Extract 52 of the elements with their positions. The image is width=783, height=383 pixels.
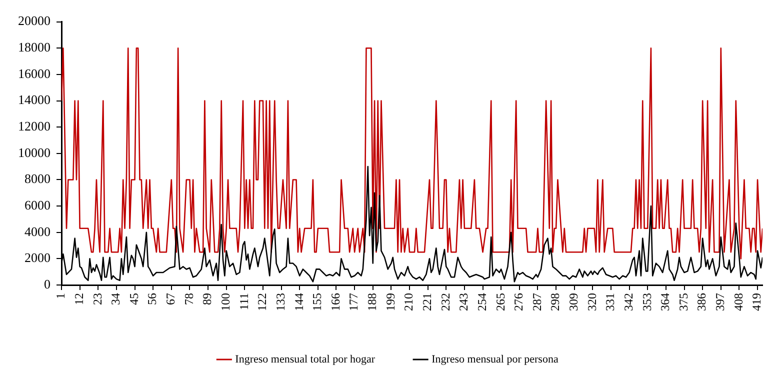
- x-tick-label: 23: [90, 293, 104, 305]
- y-tick-label: 0: [44, 276, 50, 292]
- x-tick-label: 45: [126, 293, 141, 305]
- x-tick-label: 100: [218, 293, 233, 311]
- x-tick-label: 408: [731, 293, 746, 311]
- x-tick-label: 342: [621, 293, 636, 311]
- x-tick-label: 364: [658, 293, 672, 311]
- x-tick-label: 155: [310, 293, 324, 311]
- x-tick-label: 331: [603, 293, 618, 311]
- x-tick-label: 375: [676, 293, 690, 311]
- x-tick-label: 199: [383, 293, 398, 311]
- legend-label: Ingreso mensual total por hogar: [235, 353, 376, 366]
- y-tick-label: 10000: [18, 144, 50, 160]
- y-tick-label: 6000: [24, 197, 50, 212]
- x-tick-label: 67: [164, 293, 178, 305]
- x-tick-label: 265: [493, 293, 508, 311]
- x-tick-label: 320: [584, 293, 599, 311]
- x-tick-label: 133: [273, 293, 288, 311]
- x-tick-label: 419: [750, 293, 764, 311]
- x-tick-label: 276: [512, 293, 526, 311]
- y-tick-label: 20000: [18, 13, 50, 28]
- x-tick-label: 254: [474, 293, 489, 311]
- x-tick-label: 188: [365, 293, 380, 311]
- x-tick-label: 353: [640, 293, 654, 311]
- y-tick-label: 12000: [18, 118, 50, 134]
- x-tick-label: 243: [456, 293, 471, 311]
- y-tick-label: 16000: [18, 66, 50, 81]
- x-tick-label: 210: [402, 293, 416, 311]
- x-tick-label: 1: [54, 293, 68, 299]
- x-tick-label: 298: [548, 293, 562, 311]
- x-tick-label: 166: [328, 293, 342, 311]
- legend-label: Ingreso mensual por persona: [432, 353, 558, 366]
- x-tick-label: 89: [200, 293, 214, 305]
- y-tick-label: 4000: [24, 224, 50, 239]
- y-tick-label: 2000: [24, 250, 50, 266]
- x-tick-label: 177: [346, 293, 361, 311]
- x-tick-label: 122: [255, 293, 270, 311]
- x-tick-label: 397: [713, 293, 728, 311]
- y-tick-label: 18000: [18, 40, 50, 55]
- x-tick-label: 144: [292, 293, 306, 311]
- x-tick-label: 111: [236, 293, 251, 310]
- x-tick-label: 34: [108, 293, 123, 305]
- y-tick-label: 8000: [24, 171, 50, 186]
- x-tick-label: 12: [72, 293, 86, 305]
- x-tick-label: 287: [530, 293, 544, 311]
- y-tick-label: 14000: [18, 92, 50, 108]
- x-tick-label: 309: [566, 293, 581, 311]
- x-tick-label: 232: [438, 293, 452, 311]
- x-tick-label: 386: [694, 293, 709, 311]
- x-tick-label: 221: [420, 293, 434, 311]
- x-tick-label: 78: [182, 293, 196, 305]
- x-tick-label: 56: [145, 293, 160, 305]
